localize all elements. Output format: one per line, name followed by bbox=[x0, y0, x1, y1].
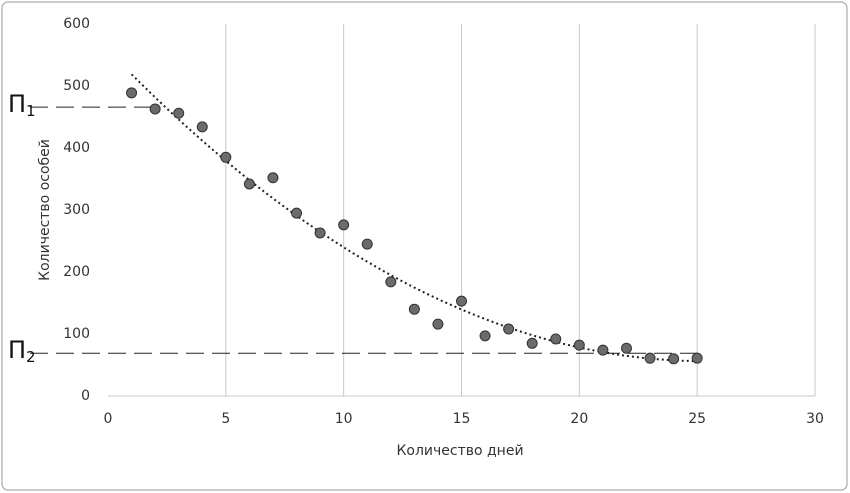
point bbox=[196, 121, 208, 133]
x-tick-label: 15 bbox=[453, 411, 471, 427]
x-tick-label: 20 bbox=[570, 411, 588, 427]
y-tick-label: 300 bbox=[63, 202, 90, 218]
reference-subscript: 1 bbox=[26, 102, 36, 120]
y-axis-title: Количество особей bbox=[37, 139, 53, 281]
reference-subscript: 2 bbox=[26, 348, 36, 366]
point bbox=[550, 333, 562, 345]
y-tick-label: 200 bbox=[63, 264, 90, 280]
point bbox=[644, 352, 656, 364]
point bbox=[291, 207, 303, 219]
point bbox=[126, 87, 138, 99]
x-axis-title: Количество дней bbox=[396, 443, 523, 459]
point bbox=[408, 303, 420, 315]
point bbox=[432, 318, 444, 330]
point bbox=[526, 337, 538, 349]
y-tick-label: 400 bbox=[63, 140, 90, 156]
point bbox=[573, 339, 585, 351]
y-tick-label: 600 bbox=[63, 16, 90, 32]
y-tick-label: 100 bbox=[63, 326, 90, 342]
reference-letter: П bbox=[8, 336, 26, 364]
point bbox=[503, 323, 515, 335]
x-tick-label: 0 bbox=[104, 411, 113, 427]
reference-letter: П bbox=[8, 90, 26, 118]
x-tick-label: 30 bbox=[806, 411, 824, 427]
x-tick-label: 10 bbox=[335, 411, 353, 427]
point bbox=[173, 107, 185, 119]
x-tick-label: 5 bbox=[221, 411, 230, 427]
point bbox=[220, 151, 232, 163]
point bbox=[149, 103, 161, 115]
point bbox=[479, 330, 491, 342]
point bbox=[267, 172, 279, 184]
point bbox=[243, 178, 255, 190]
reference-label: П1 bbox=[8, 90, 36, 120]
point bbox=[620, 342, 632, 354]
x-tick-label: 25 bbox=[688, 411, 706, 427]
point bbox=[361, 238, 373, 250]
y-tick-label: 500 bbox=[63, 78, 90, 94]
y-tick-label: 0 bbox=[81, 388, 90, 404]
point bbox=[597, 344, 609, 356]
point bbox=[338, 219, 350, 231]
point bbox=[691, 352, 703, 364]
point bbox=[668, 353, 680, 365]
reference-label: П2 bbox=[8, 336, 36, 366]
point bbox=[456, 295, 467, 307]
point bbox=[385, 276, 397, 288]
point bbox=[314, 227, 326, 239]
